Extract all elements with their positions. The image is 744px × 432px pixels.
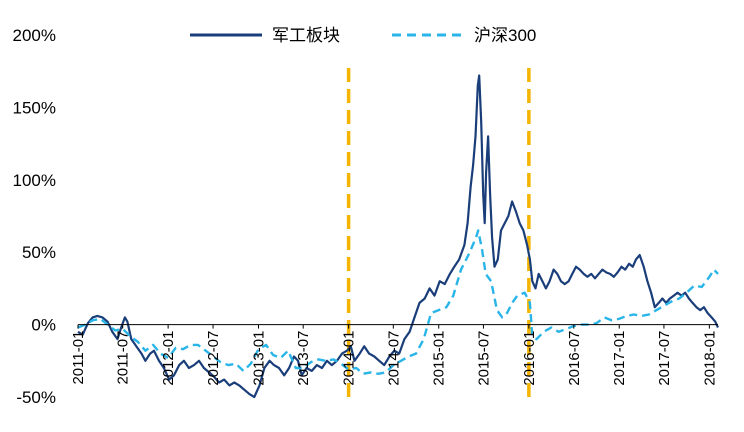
x-tick-label: 2015-07 <box>475 331 492 386</box>
x-tick-label: 2012-07 <box>205 331 222 386</box>
y-tick-label: 100% <box>13 171 56 190</box>
x-tick-label: 2015-01 <box>431 331 448 386</box>
x-tick-label: 2014-07 <box>385 331 402 386</box>
x-tick-label: 2011-07 <box>115 331 132 385</box>
x-tick-label: 2012-01 <box>160 331 177 386</box>
x-tick-label: 2017-01 <box>611 331 628 386</box>
vertical-markers <box>346 68 531 397</box>
y-tick-label: 50% <box>22 243 56 262</box>
x-tick-label: 2018-01 <box>701 331 718 386</box>
legend-label-0: 军工板块 <box>272 26 340 45</box>
x-tick-label: 2014-01 <box>341 331 358 386</box>
x-tick-label: 2016-01 <box>521 331 538 386</box>
series-lines <box>77 74 719 399</box>
y-tick-label: -50% <box>16 388 56 407</box>
y-tick-label: 200% <box>13 26 56 45</box>
legend-label-1: 沪深300 <box>474 26 536 45</box>
x-tick-label: 2016-07 <box>566 331 583 386</box>
legend: 军工板块 沪深300 <box>190 26 536 45</box>
series-line-0 <box>77 74 719 399</box>
series-line-1 <box>77 229 719 375</box>
x-tick-label: 2013-07 <box>295 331 312 386</box>
y-tick-label: 150% <box>13 98 56 117</box>
x-tick-label: 2011-01 <box>70 331 87 385</box>
y-axis-ticks: -50% 0% 50% 100% 150% 200% <box>13 26 56 407</box>
x-tick-label: 2013-01 <box>250 331 267 386</box>
x-axis-ticks: 2011-01 2011-07 2012-01 2012-07 2013-01 2013-… <box>70 324 718 386</box>
y-tick-label: 0% <box>31 316 56 335</box>
x-tick-label: 2017-07 <box>656 331 673 386</box>
